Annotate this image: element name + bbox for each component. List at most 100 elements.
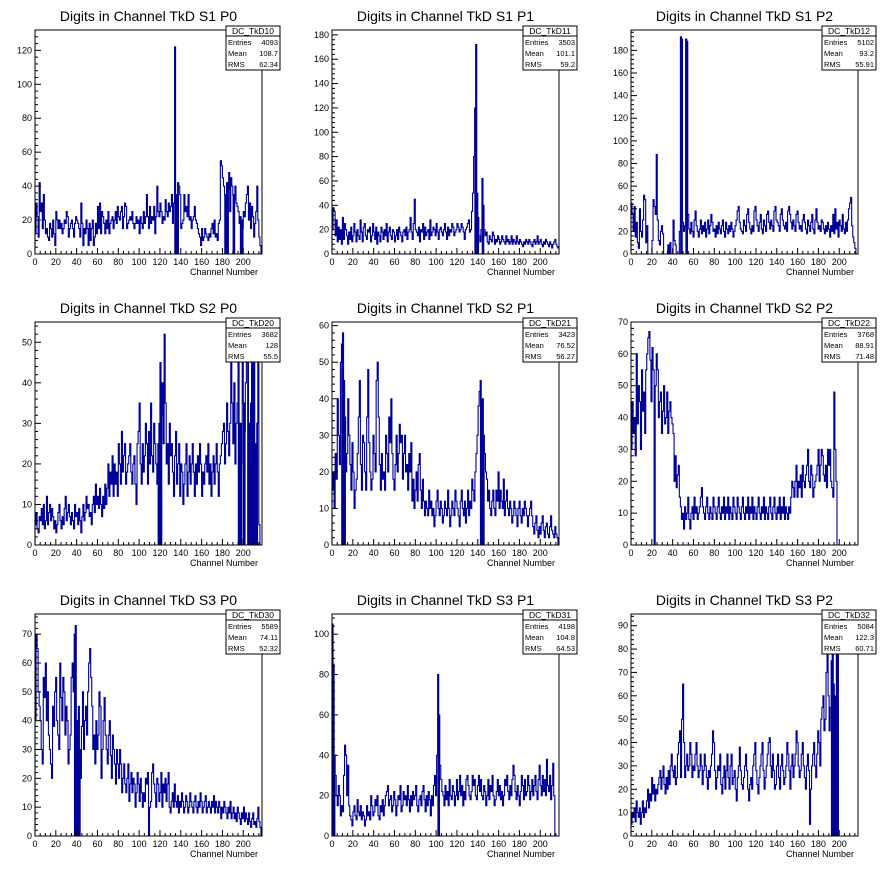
x-tick-label: 60 xyxy=(688,257,698,267)
stats-histogram-name: DC_TkD20 xyxy=(232,318,274,328)
stats-rms-label: RMS xyxy=(525,644,542,653)
plot-frame xyxy=(331,321,560,546)
histogram-panel-7: Digits in Channel TkD S3 P00 20 40 60 80 100 1… xyxy=(22,592,281,859)
x-tick-label: 180 xyxy=(512,839,527,849)
stats-mean-label: Mean xyxy=(228,633,247,642)
x-axis-label: Channel Number xyxy=(190,849,258,859)
plot-frame xyxy=(34,321,263,546)
x-axis-label: Channel Number xyxy=(190,558,258,568)
stats-entries-value: 5084 xyxy=(857,622,874,631)
y-tick-label: 50 xyxy=(22,687,32,697)
y-tick-label: 60 xyxy=(618,349,628,359)
histogram-series xyxy=(34,624,262,837)
y-tick-label: 0 xyxy=(623,831,628,841)
stats-box: DC_TkD21 Entries 3423 Mean 76.52 RMS 56.27 xyxy=(522,317,578,363)
x-tick-label: 140 xyxy=(769,548,784,558)
x-tick-label: 120 xyxy=(748,839,763,849)
x-tick-label: 120 xyxy=(449,548,464,558)
stats-rms-value: 52.32 xyxy=(259,644,278,653)
x-tick-label: 140 xyxy=(173,839,188,849)
x-tick-label: 20 xyxy=(647,257,657,267)
chart-title: Digits in Channel TkD S1 P0 xyxy=(60,8,237,24)
x-tick-label: 60 xyxy=(92,257,102,267)
x-tick-label: 200 xyxy=(533,257,548,267)
histogram-series xyxy=(630,331,858,546)
y-tick-label: 140 xyxy=(314,79,329,89)
y-tick-label: 10 xyxy=(22,499,32,509)
x-axis-label: Channel Number xyxy=(786,849,854,859)
y-tick-label: 60 xyxy=(22,658,32,668)
plot-frame xyxy=(34,29,263,255)
stats-histogram-name: DC_TkD10 xyxy=(232,26,274,36)
plot-frame xyxy=(630,613,859,837)
chart-title: Digits in Channel TkD S1 P2 xyxy=(656,8,833,24)
y-tick-label: 10 xyxy=(22,802,32,812)
stats-entries-label: Entries xyxy=(228,330,252,339)
x-tick-label: 0 xyxy=(329,548,334,558)
x-tick-label: 0 xyxy=(32,839,37,849)
y-tick-label: 160 xyxy=(314,54,329,64)
stats-entries-label: Entries xyxy=(824,38,848,47)
stats-rms-label: RMS xyxy=(824,352,841,361)
y-tick-label: 20 xyxy=(319,467,329,477)
stats-histogram-name: DC_TkD22 xyxy=(828,318,870,328)
y-tick-label: 0 xyxy=(324,249,329,259)
x-tick-label: 200 xyxy=(832,839,847,849)
x-tick-label: 40 xyxy=(668,839,678,849)
x-tick-label: 20 xyxy=(647,548,657,558)
stats-entries-label: Entries xyxy=(228,622,252,631)
x-tick-label: 20 xyxy=(348,257,358,267)
stats-mean-label: Mean xyxy=(228,341,247,350)
x-tick-label: 140 xyxy=(173,548,188,558)
stats-mean-value: 88.91 xyxy=(855,341,874,350)
stats-box-frame xyxy=(821,317,877,363)
stats-histogram-name: DC_TkD32 xyxy=(828,610,870,620)
x-tick-label: 160 xyxy=(491,548,506,558)
chart-title: Digits in Channel TkD S1 P1 xyxy=(357,8,534,24)
x-tick-label: 120 xyxy=(748,548,763,558)
y-tick-label: 0 xyxy=(623,540,628,550)
stats-mean-label: Mean xyxy=(228,49,247,58)
y-tick-label: 100 xyxy=(613,136,628,146)
chart-title: Digits in Channel TkD S2 P0 xyxy=(60,300,237,316)
stats-rms-value: 55.91 xyxy=(855,60,874,69)
stats-mean-value: 76.52 xyxy=(556,341,575,350)
y-tick-label: 60 xyxy=(618,691,628,701)
stats-mean-value: 93.2 xyxy=(859,49,874,58)
stats-box: DC_TkD10 Entries 4093 Mean 108.7 RMS 62.34 xyxy=(225,25,281,71)
y-tick-label: 20 xyxy=(618,226,628,236)
y-tick-label: 60 xyxy=(319,321,329,331)
x-tick-label: 160 xyxy=(491,839,506,849)
y-tick-label: 0 xyxy=(27,540,32,550)
x-tick-label: 40 xyxy=(668,548,678,558)
x-tick-label: 80 xyxy=(113,548,123,558)
histogram-panel-8: Digits in Channel TkD S3 P1 0 20 40 60 80 100 1… xyxy=(314,592,578,859)
x-tick-label: 100 xyxy=(728,548,743,558)
x-tick-label: 0 xyxy=(628,257,633,267)
x-tick-label: 200 xyxy=(832,257,847,267)
stats-mean-label: Mean xyxy=(525,49,544,58)
x-tick-label: 0 xyxy=(628,839,633,849)
y-tick-label: 60 xyxy=(319,710,329,720)
x-tick-label: 160 xyxy=(790,257,805,267)
x-tick-label: 40 xyxy=(369,548,379,558)
x-tick-label: 80 xyxy=(709,839,719,849)
x-tick-label: 40 xyxy=(369,257,379,267)
stats-rms-value: 64.53 xyxy=(556,644,575,653)
x-tick-label: 40 xyxy=(72,548,82,558)
y-tick-label: 180 xyxy=(613,45,628,55)
stats-histogram-name: DC_TkD21 xyxy=(529,318,571,328)
x-tick-label: 40 xyxy=(72,839,82,849)
y-tick-label: 70 xyxy=(22,629,32,639)
y-tick-label: 40 xyxy=(618,738,628,748)
stats-rms-label: RMS xyxy=(228,644,245,653)
x-tick-label: 200 xyxy=(533,548,548,558)
y-tick-label: 30 xyxy=(618,761,628,771)
y-tick-label: 50 xyxy=(22,337,32,347)
stats-rms-value: 59.2 xyxy=(560,60,575,69)
x-tick-label: 120 xyxy=(152,839,167,849)
plot-frame xyxy=(34,613,263,837)
x-tick-label: 40 xyxy=(369,839,379,849)
stats-rms-value: 55.5 xyxy=(263,352,278,361)
